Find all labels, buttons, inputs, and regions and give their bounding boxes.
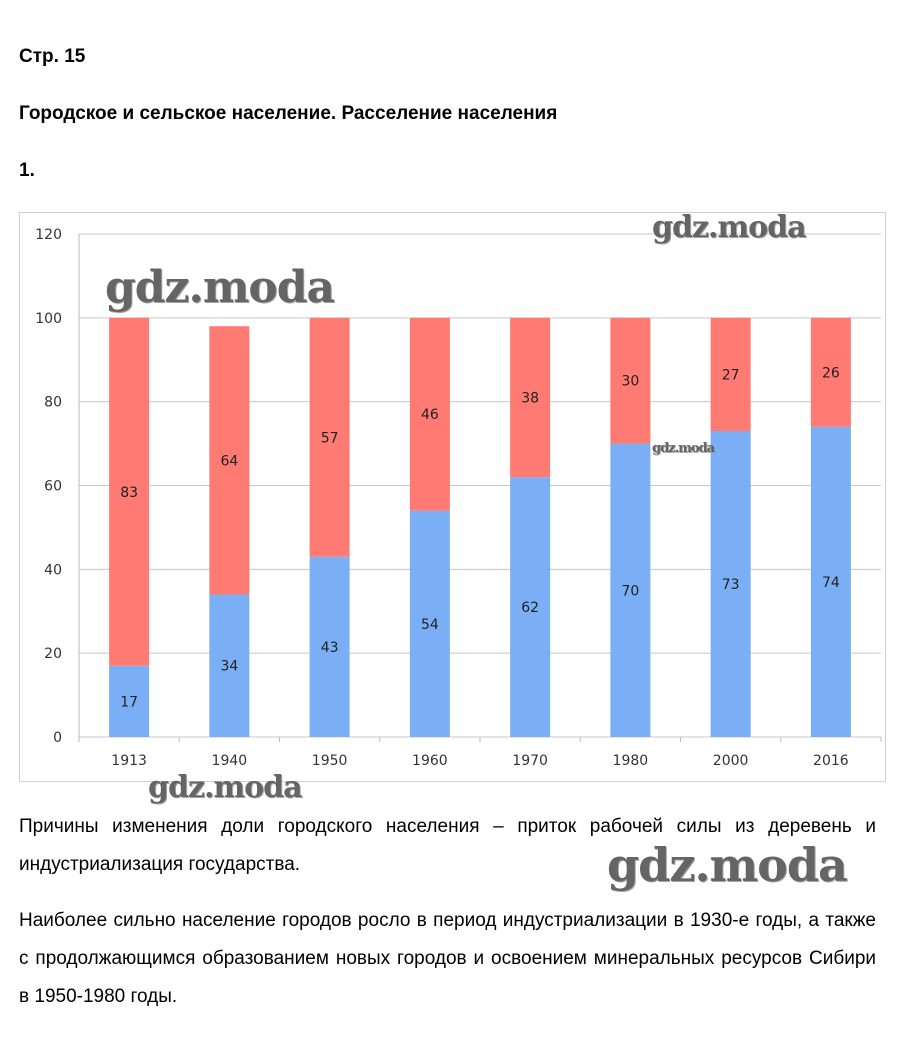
data-label: 46 [421,407,439,423]
paragraph-growth: Наиболее сильно население городов росло … [19,910,876,1007]
data-label: 26 [822,365,840,381]
bar-rural [710,317,751,432]
x-tick-label: 2000 [713,753,749,769]
watermark: gdz.moda [105,262,335,313]
bar-rural [610,317,651,444]
bar-rural [209,326,250,595]
bar-urban [810,426,851,737]
bar-urban [109,665,150,737]
y-tick-label: 100 [35,311,62,327]
x-tick-label: 1970 [512,753,548,769]
section-title: Городское и сельское население. Расселен… [19,103,558,124]
watermark: gdz.moda [652,441,715,456]
bar-urban [610,443,651,737]
data-label: 27 [722,367,740,383]
bar-rural [309,317,350,557]
bar-urban [209,594,250,737]
bar-urban [309,556,350,737]
bar-urban [710,431,751,737]
data-label: 17 [120,694,138,710]
x-tick-label: 1980 [613,753,649,769]
task-number: 1. [19,160,35,181]
data-label: 43 [321,640,339,656]
x-tick-label: 1913 [111,753,147,769]
bar-rural [510,317,551,478]
x-tick-label: 1940 [212,753,248,769]
y-tick-label: 20 [44,646,62,662]
x-tick-label: 2016 [813,753,849,769]
data-label: 30 [621,374,639,390]
data-label: 34 [220,659,238,675]
watermark: gdz.moda [652,210,807,245]
page-label: Стр. 15 [19,46,86,67]
data-label: 38 [521,390,539,406]
data-label: 64 [220,453,238,469]
y-tick-label: 120 [35,227,62,243]
data-label: 83 [120,485,138,501]
data-label: 62 [521,600,539,616]
paragraph-reasons: Причины изменения доли городского населе… [19,816,876,875]
x-tick-label: 1950 [312,753,348,769]
y-tick-label: 40 [44,562,62,578]
x-tick-label: 1960 [412,753,448,769]
data-label: 54 [421,617,439,633]
data-label: 74 [822,575,840,591]
y-tick-label: 60 [44,479,62,495]
data-label: 70 [621,583,639,599]
bar-rural [409,317,450,511]
y-tick-label: 0 [53,730,62,746]
population-chart: 0 20 40 60 80 100 120 17 83 1913 34 64 1940 43 57 1950 5… [19,212,886,782]
bar-urban [409,510,450,737]
data-label: 73 [722,577,740,593]
watermark: gdz.moda [607,838,848,892]
data-label: 57 [321,430,339,446]
y-tick-label: 80 [44,395,62,411]
bar-rural [109,317,150,666]
chart-svg: 0 20 40 60 80 100 120 17 83 1913 34 64 1940 43 57 1950 5… [35,227,882,769]
bar-urban [510,477,551,737]
watermark: gdz.moda [148,770,303,805]
bar-rural [810,317,851,427]
